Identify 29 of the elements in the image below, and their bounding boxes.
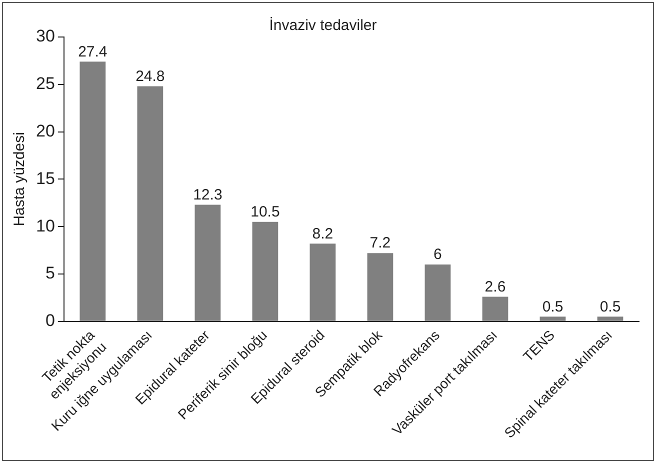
bar	[597, 316, 624, 321]
chart-title: İnvaziv tedaviler	[269, 16, 377, 34]
y-tick-label: 30	[36, 26, 55, 46]
bar	[80, 62, 106, 321]
data-label: 0.5	[542, 298, 564, 316]
data-label: 0.5	[600, 298, 621, 316]
data-label: 6	[434, 246, 442, 264]
data-label: 8.2	[312, 225, 334, 242]
y-tick-label: 10	[36, 216, 55, 236]
bar	[482, 296, 508, 321]
data-label: 7.2	[370, 234, 391, 252]
data-label: 27.4	[78, 43, 108, 60]
bar	[310, 244, 336, 321]
bar	[194, 204, 221, 321]
bar	[252, 222, 278, 321]
bar	[137, 86, 164, 321]
bar	[424, 264, 451, 321]
data-label: 24.8	[136, 68, 165, 85]
y-tick-label: 15	[36, 168, 55, 188]
y-tick-label: 25	[36, 74, 55, 94]
y-tick-label: 0	[45, 311, 55, 330]
y-axis-title: Hasta yüzdesi	[11, 132, 28, 226]
data-label: 12.3	[193, 186, 222, 204]
y-tick-label: 5	[45, 264, 55, 283]
y-tick-label: 20	[36, 121, 55, 140]
bar	[540, 316, 566, 321]
bar	[367, 253, 394, 321]
data-label: 2.6	[484, 278, 506, 296]
data-label: 10.5	[250, 203, 280, 220]
